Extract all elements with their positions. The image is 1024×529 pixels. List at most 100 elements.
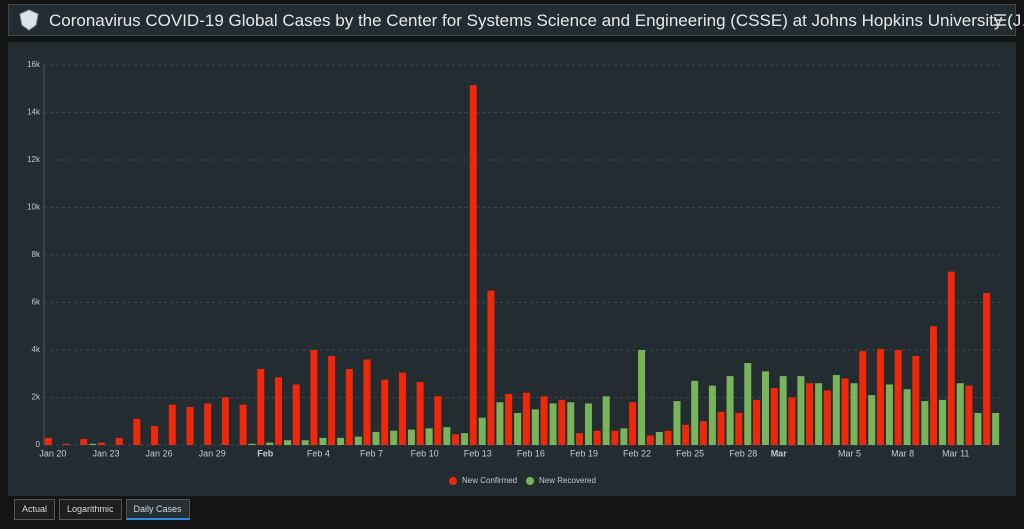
x-tick-label: Jan 26 — [146, 448, 173, 458]
bar — [461, 433, 469, 445]
y-tick-label: 10k — [27, 203, 41, 212]
bar — [487, 290, 495, 445]
title: Coronavirus COVID-19 Global Cases by the… — [49, 11, 1024, 30]
bar — [443, 427, 451, 445]
bar — [567, 402, 575, 445]
bar — [168, 404, 176, 445]
legend-marker — [449, 477, 457, 485]
bar — [292, 384, 300, 445]
bar — [407, 429, 415, 445]
bar — [381, 379, 389, 445]
legend-label: New Confirmed — [462, 476, 517, 485]
bar — [762, 371, 769, 445]
bar — [496, 402, 504, 445]
bar — [115, 437, 123, 445]
bar — [992, 412, 1000, 445]
x-tick-label: Feb 25 — [676, 448, 704, 458]
bar — [841, 378, 849, 445]
bar — [266, 442, 274, 445]
bar — [390, 430, 398, 445]
bar — [133, 418, 141, 445]
y-tick-label: 8k — [32, 250, 41, 259]
bar — [540, 396, 548, 445]
bar — [514, 412, 522, 445]
y-tick-label: 4k — [32, 345, 41, 354]
menu-icon[interactable] — [993, 13, 1007, 27]
bar — [983, 293, 991, 445]
bar — [912, 355, 920, 445]
bar — [284, 440, 291, 445]
bar — [930, 326, 938, 445]
tab[interactable]: Logarithmic — [59, 499, 122, 520]
bar — [779, 376, 787, 445]
bar — [620, 428, 628, 445]
tab[interactable]: Actual — [14, 499, 56, 520]
bar — [452, 434, 460, 445]
x-tick-label: Jan 23 — [92, 448, 119, 458]
bar — [44, 437, 52, 445]
bar — [337, 437, 345, 445]
bar — [469, 85, 477, 445]
x-tick-label: Feb — [257, 448, 274, 458]
bar — [62, 443, 70, 445]
bar — [788, 397, 796, 445]
bar — [974, 412, 982, 445]
y-tick-label: 0 — [36, 440, 41, 449]
bar — [885, 384, 893, 445]
bar — [823, 390, 831, 445]
bar — [664, 430, 672, 445]
bar — [850, 383, 858, 445]
bar — [921, 401, 929, 445]
bar — [257, 369, 265, 445]
bar — [97, 442, 105, 445]
bar — [638, 350, 646, 445]
bar — [186, 407, 194, 445]
bar — [372, 431, 380, 445]
bar — [744, 363, 752, 445]
x-tick-label: Feb 10 — [411, 448, 439, 458]
tab[interactable]: Daily Cases — [125, 499, 190, 520]
bar — [673, 401, 681, 445]
bar — [868, 395, 876, 445]
chart: 0 2k 4k 6k 8k 10k 12k 14k 16k Jan 20 Jan 23 Jan 26 J… — [27, 60, 1000, 485]
bar — [682, 424, 690, 445]
bar — [345, 369, 353, 445]
bar — [151, 426, 159, 445]
x-tick-label: Mar — [771, 448, 788, 458]
bar — [646, 435, 654, 445]
bar — [221, 397, 229, 445]
x-tick-label: Feb 19 — [570, 448, 598, 458]
x-tick-label: Feb 13 — [464, 448, 492, 458]
bar — [753, 399, 760, 445]
bar — [717, 411, 725, 445]
bar — [319, 437, 327, 445]
bar — [522, 392, 530, 445]
x-tick-label: Jan 20 — [39, 448, 66, 458]
x-tick-label: Mar 8 — [891, 448, 914, 458]
bar — [611, 430, 619, 445]
bar — [204, 403, 212, 445]
bar — [558, 399, 566, 445]
chart-panel: 0 2k 4k 6k 8k 10k 12k 14k 16k Jan 20 Jan 23 Jan 26 J… — [8, 42, 1016, 496]
bar — [726, 376, 734, 445]
x-tick-label: Mar 11 — [942, 448, 969, 458]
bar — [947, 271, 955, 445]
x-tick-label: Feb 28 — [729, 448, 757, 458]
bar — [939, 399, 947, 445]
bar — [691, 380, 699, 445]
bar — [593, 430, 601, 445]
x-tick-label: Feb 22 — [623, 448, 651, 458]
bar — [575, 433, 583, 445]
bar — [797, 376, 805, 445]
bar — [549, 403, 557, 445]
bar — [832, 374, 840, 445]
bar — [876, 348, 884, 445]
y-tick-label: 2k — [32, 393, 41, 402]
x-tick-label: Mar 5 — [838, 448, 861, 458]
bar — [903, 389, 911, 445]
bar — [815, 383, 823, 445]
bar — [239, 404, 247, 445]
bar — [301, 440, 309, 445]
bar — [248, 443, 256, 445]
